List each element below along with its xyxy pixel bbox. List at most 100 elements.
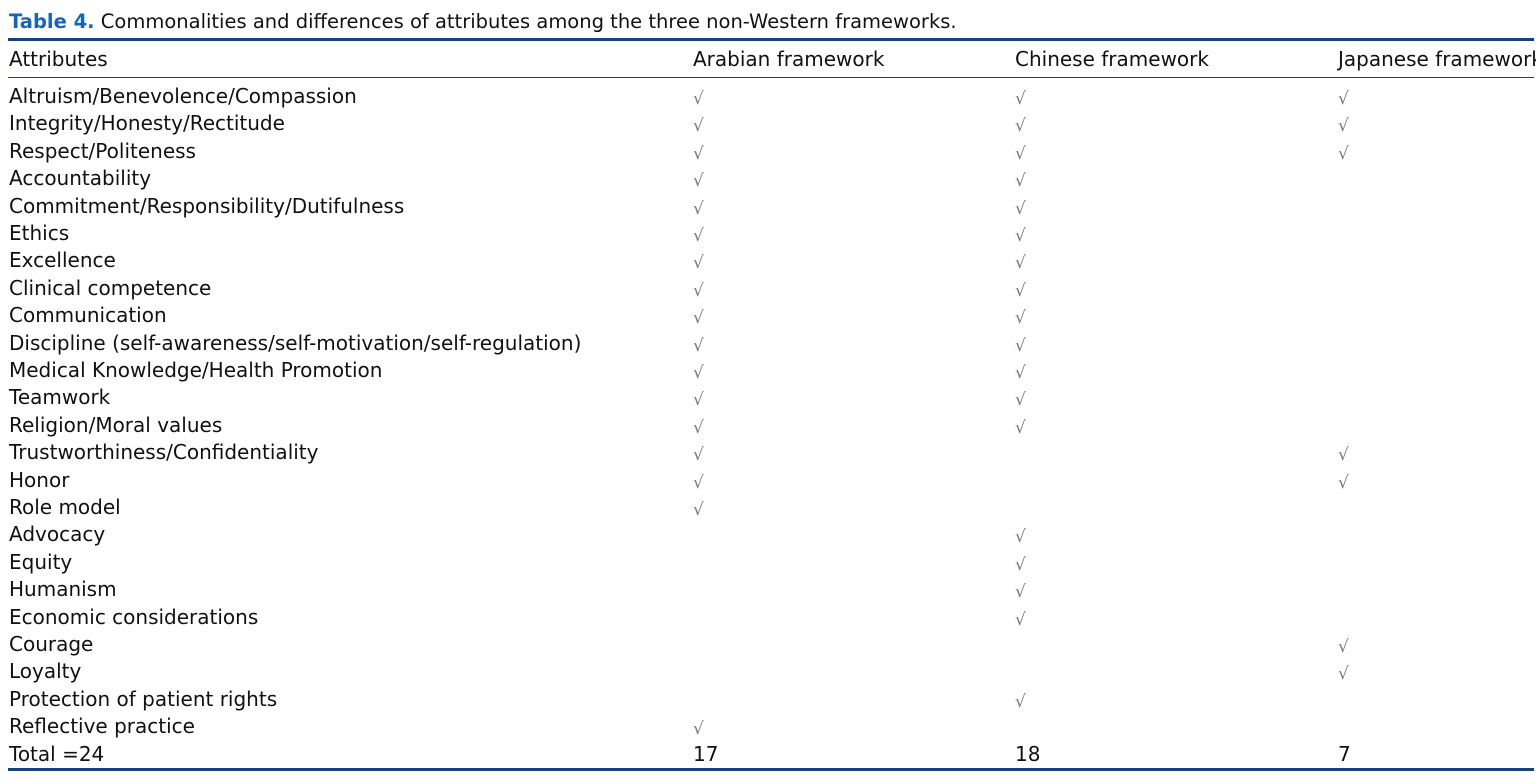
table-caption-label: Table 4. bbox=[9, 10, 95, 33]
check-japanese-mark: √ bbox=[1338, 89, 1349, 109]
check-chinese-mark: √ bbox=[1015, 171, 1026, 192]
attribute-cell: Humanism bbox=[9, 577, 117, 602]
check-chinese-mark: √ bbox=[1015, 198, 1026, 219]
table-row: Altruism/Benevolence/Compassion √ √ √ bbox=[0, 83, 1536, 110]
check-chinese-mark: √ bbox=[1015, 89, 1026, 109]
table-row: Respect/Politeness √ √ √ bbox=[0, 138, 1536, 165]
table-row: Reflective practice √ bbox=[0, 713, 1536, 740]
attribute-cell: Honor bbox=[9, 467, 70, 492]
header-chinese: Chinese framework bbox=[1015, 47, 1209, 71]
table-row: Medical Knowledge/Health Promotion √ √ bbox=[0, 357, 1536, 384]
attribute-cell: Protection of patient rights bbox=[9, 686, 278, 711]
check-arabian-mark: √ bbox=[693, 363, 704, 383]
check-arabian-mark: √ bbox=[693, 143, 704, 164]
check-chinese-mark: √ bbox=[1015, 143, 1026, 164]
check-japanese-mark: √ bbox=[1338, 445, 1349, 466]
check-arabian-mark: √ bbox=[693, 390, 704, 411]
table-row: Teamwork √ √ bbox=[0, 384, 1536, 411]
check-chinese-mark: √ bbox=[1015, 554, 1026, 575]
attribute-cell: Trustworthiness/Confidentiality bbox=[9, 440, 319, 465]
attribute-cell: Reflective practice bbox=[9, 714, 195, 739]
check-chinese-mark: √ bbox=[1015, 417, 1026, 438]
attribute-cell: Clinical competence bbox=[9, 275, 212, 300]
total-arabian: 17 bbox=[693, 741, 719, 766]
table-row: Discipline (self-awareness/self-motivati… bbox=[0, 330, 1536, 357]
table-row: Religion/Moral values √ √ bbox=[0, 412, 1536, 439]
table-row: Courage √ bbox=[0, 631, 1536, 658]
total-label: Total =24 bbox=[9, 741, 105, 766]
check-arabian-mark: √ bbox=[693, 116, 704, 137]
table-row: Advocacy √ bbox=[0, 521, 1536, 548]
attribute-cell: Role model bbox=[9, 495, 121, 519]
table-row: Excellence √ √ bbox=[0, 247, 1536, 274]
table-row: Role model √ bbox=[0, 494, 1536, 521]
check-arabian-mark: √ bbox=[693, 253, 704, 274]
table-row: Humanism √ bbox=[0, 576, 1536, 603]
check-chinese-mark: √ bbox=[1015, 691, 1026, 712]
check-japanese-mark: √ bbox=[1338, 143, 1349, 164]
table-row: Integrity/Honesty/Rectitude √ √ √ bbox=[0, 110, 1536, 137]
check-chinese-mark: √ bbox=[1015, 280, 1026, 301]
check-arabian-mark: √ bbox=[693, 89, 704, 109]
table-row: Communication √ √ bbox=[0, 302, 1536, 329]
check-arabian-mark: √ bbox=[693, 445, 704, 466]
table-header-row: Attributes Arabian framework Chinese fra… bbox=[0, 46, 1536, 73]
check-arabian-mark: √ bbox=[693, 472, 704, 493]
check-arabian-mark: √ bbox=[693, 417, 704, 438]
attribute-cell: Equity bbox=[9, 549, 73, 574]
attribute-cell: Accountability bbox=[9, 166, 152, 191]
attribute-cell: Courage bbox=[9, 632, 94, 656]
attribute-cell: Ethics bbox=[9, 221, 70, 245]
check-chinese-mark: √ bbox=[1015, 308, 1026, 329]
table-caption: Table 4. Commonalities and differences o… bbox=[9, 10, 957, 34]
total-chinese: 18 bbox=[1015, 741, 1041, 766]
check-chinese-mark: √ bbox=[1015, 390, 1026, 411]
attribute-cell: Discipline (self-awareness/self-motivati… bbox=[9, 330, 582, 355]
table-header-rule bbox=[8, 77, 1534, 78]
check-arabian-mark: √ bbox=[693, 719, 704, 740]
check-arabian-mark: √ bbox=[693, 280, 704, 301]
table-top-rule bbox=[8, 38, 1534, 41]
check-chinese-mark: √ bbox=[1015, 335, 1026, 356]
attribute-cell: Economic considerations bbox=[9, 604, 259, 629]
table-row: Protection of patient rights √ bbox=[0, 686, 1536, 713]
table-caption-text: Commonalities and differences of attribu… bbox=[100, 10, 957, 33]
check-chinese-mark: √ bbox=[1015, 527, 1026, 548]
check-japanese-mark: √ bbox=[1338, 472, 1349, 493]
check-arabian-mark: √ bbox=[693, 308, 704, 329]
check-japanese-mark: √ bbox=[1338, 637, 1349, 657]
table-total-row: Total =24 17 18 7 bbox=[0, 741, 1536, 768]
table-row: Commitment/Responsibility/Dutifulness √ √ bbox=[0, 193, 1536, 220]
header-attributes: Attributes bbox=[9, 47, 108, 71]
header-japanese: Japanese framework bbox=[1338, 47, 1536, 71]
header-arabian: Arabian framework bbox=[693, 47, 885, 71]
check-chinese-mark: √ bbox=[1015, 609, 1026, 630]
table-row: Trustworthiness/Confidentiality √ √ bbox=[0, 439, 1536, 466]
table-row: Loyalty √ bbox=[0, 658, 1536, 685]
check-japanese-mark: √ bbox=[1338, 664, 1349, 685]
table-row: Clinical competence √ √ bbox=[0, 275, 1536, 302]
attribute-cell: Teamwork bbox=[9, 385, 111, 410]
attribute-cell: Loyalty bbox=[9, 659, 82, 684]
attribute-cell: Integrity/Honesty/Rectitude bbox=[9, 111, 285, 136]
attribute-cell: Medical Knowledge/Health Promotion bbox=[9, 358, 383, 382]
table-row: Ethics √ √ bbox=[0, 220, 1536, 247]
check-arabian-mark: √ bbox=[693, 171, 704, 192]
check-arabian-mark: √ bbox=[693, 500, 704, 520]
check-chinese-mark: √ bbox=[1015, 253, 1026, 274]
check-japanese-mark: √ bbox=[1338, 116, 1349, 137]
table-row: Economic considerations √ bbox=[0, 604, 1536, 631]
attribute-cell: Altruism/Benevolence/Compassion bbox=[9, 84, 357, 108]
attribute-cell: Advocacy bbox=[9, 522, 106, 547]
check-arabian-mark: √ bbox=[693, 335, 704, 356]
attribute-cell: Commitment/Responsibility/Dutifulness bbox=[9, 193, 405, 218]
table-row: Honor √ √ bbox=[0, 467, 1536, 494]
check-arabian-mark: √ bbox=[693, 226, 704, 246]
check-arabian-mark: √ bbox=[693, 198, 704, 219]
table-row: Equity √ bbox=[0, 549, 1536, 576]
attribute-cell: Religion/Moral values bbox=[9, 412, 223, 437]
attribute-cell: Respect/Politeness bbox=[9, 138, 196, 163]
check-chinese-mark: √ bbox=[1015, 116, 1026, 137]
table-row: Accountability √ √ bbox=[0, 165, 1536, 192]
attribute-cell: Communication bbox=[9, 303, 167, 328]
